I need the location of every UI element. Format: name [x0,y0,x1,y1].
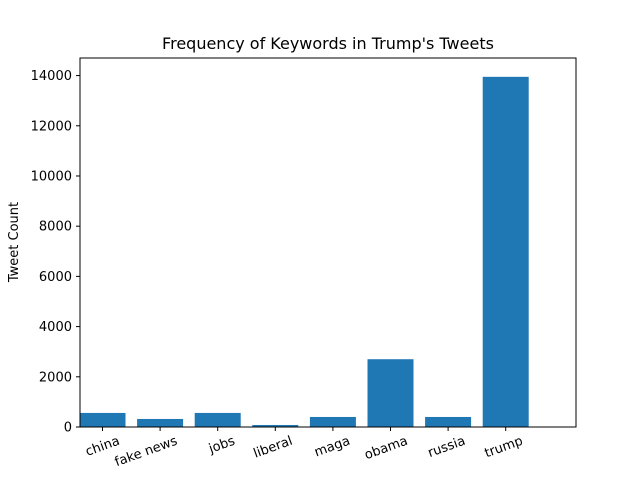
y-tick-label: 12000 [31,119,72,134]
x-tick-label: liberal [252,434,295,462]
bar-china [79,412,126,427]
y-axis-label: Tweet Count [7,202,22,283]
x-tick-label: jobs [206,434,237,458]
bar-maga [309,416,356,427]
chart-title: Frequency of Keywords in Trump's Tweets [162,34,494,53]
y-tick-label: 10000 [31,169,72,184]
x-tick-label: russia [426,434,468,461]
x-tick-label: trump [483,434,525,462]
y-tick-label: 4000 [39,320,72,335]
bar-trump [482,76,529,427]
plot-frame [79,57,577,428]
y-tick-label: 0 [64,421,72,436]
bars-layer [79,76,529,427]
y-ticks-layer: 0 2000 4000 6000 8000 10000 12000 14000 [31,69,80,436]
bar-obama [367,359,414,427]
y-tick-label: 6000 [39,270,72,285]
y-tick-label: 8000 [39,220,72,235]
bar-liberal [252,424,299,427]
bar-jobs [194,412,241,427]
bar-russia [425,416,472,427]
x-tick-label: maga [313,434,353,461]
y-tick-label: 2000 [39,370,72,385]
bar-fake-news [137,418,184,427]
x-tick-label: obama [363,434,410,463]
y-tick-label: 14000 [31,69,72,84]
x-tick-label: fake news [113,434,180,471]
